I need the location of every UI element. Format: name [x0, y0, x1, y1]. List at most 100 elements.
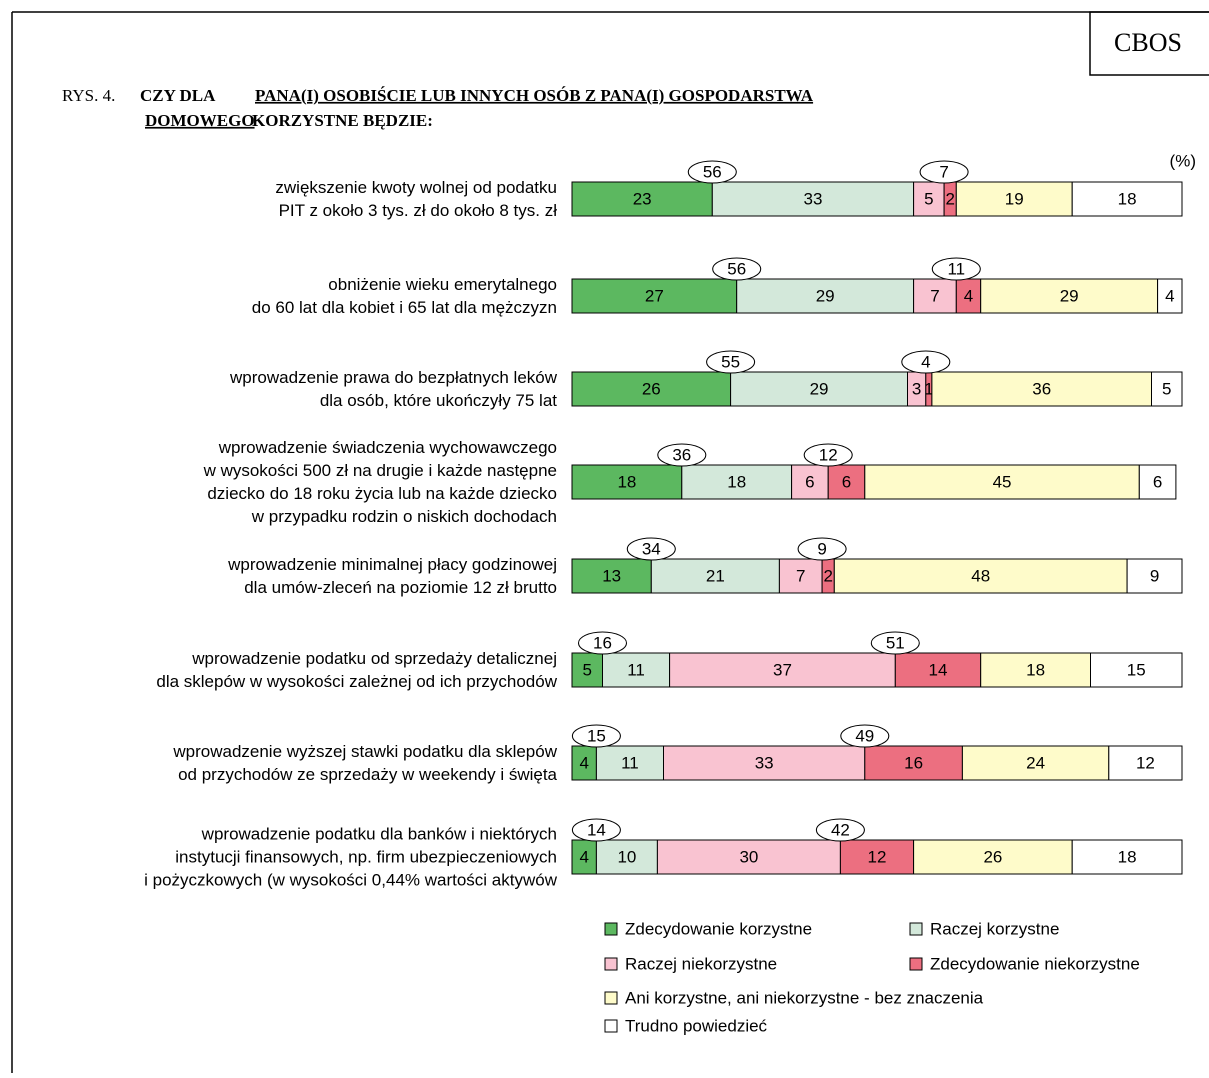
legend-swatch [604, 922, 618, 936]
legend-swatch [604, 957, 618, 971]
bar-segment [1071, 839, 1183, 875]
category-label: w przypadku rodzin o niskich dochodach [251, 507, 557, 526]
category-label: dla sklepów w wysokości zależnej od ich … [156, 672, 557, 691]
bar-segment [663, 745, 866, 781]
value-label: 18 [1026, 660, 1045, 679]
category-label: wprowadzenie podatku dla banków i niektó… [201, 824, 557, 843]
value-label: 23 [633, 189, 652, 208]
category-label: dla umów-zleceń na poziomie 12 zł brutto [244, 578, 557, 597]
category-label: wprowadzenie świadczenia wychowawczego [218, 438, 557, 457]
legend-label: Zdecydowanie niekorzystne [930, 954, 1140, 973]
bar-segment [571, 278, 738, 314]
total-label: 56 [703, 162, 722, 181]
total-label: 16 [593, 633, 612, 652]
total-oval [571, 724, 621, 748]
bar-segment [571, 181, 713, 217]
bar-segment [833, 558, 1128, 594]
value-label: 4 [579, 847, 588, 866]
bar-segment [571, 652, 603, 688]
value-label: 3 [912, 379, 921, 398]
legend-label: Raczej korzystne [930, 919, 1059, 938]
value-label: 5 [1162, 379, 1171, 398]
category-label: dziecko do 18 roku życia lub na każde dz… [207, 484, 557, 503]
total-label: 55 [721, 352, 740, 371]
category-label: od przychodów ze sprzedaży w weekendy i … [178, 765, 557, 784]
value-label: 2 [823, 566, 832, 585]
title-underlined: PANA(I) OSOBIŚCIE LUB INNYCH OSÓB Z PANA… [255, 86, 814, 105]
value-label: 10 [617, 847, 636, 866]
total-oval [797, 537, 847, 561]
total-label: 12 [819, 445, 838, 464]
bar-segment [571, 745, 597, 781]
category-label: wprowadzenie wyższej stawki podatku dla … [172, 742, 557, 761]
category-label: wprowadzenie minimalnej płacy godzinowej [227, 555, 557, 574]
total-label: 7 [939, 162, 948, 181]
value-label: 16 [904, 753, 923, 772]
total-label: 34 [642, 539, 661, 558]
bar-segment [681, 464, 793, 500]
total-oval [815, 818, 865, 842]
total-oval [706, 350, 756, 374]
total-oval [626, 537, 676, 561]
total-oval [840, 724, 890, 748]
value-label: 21 [706, 566, 725, 585]
value-label: 1 [924, 379, 933, 398]
value-label: 6 [805, 472, 814, 491]
bar-segment [711, 181, 915, 217]
value-label: 36 [1032, 379, 1051, 398]
total-oval [870, 631, 920, 655]
legend-swatch [909, 957, 923, 971]
total-oval [712, 257, 762, 281]
legend-swatch [604, 1019, 618, 1033]
category-label: do 60 lat dla kobiet i 65 lat dla mężczy… [252, 298, 557, 317]
legend-label: Trudno powiedzieć [625, 1016, 768, 1035]
category-label: i pożyczkowych (w wysokości 0,44% wartoś… [144, 870, 558, 889]
bar-segment [827, 464, 866, 500]
brand: CBOS [1114, 28, 1182, 57]
value-label: 13 [602, 566, 621, 585]
total-label: 9 [817, 539, 826, 558]
bar-segment [864, 464, 1140, 500]
category-label: PIT z około 3 tys. zł do około 8 tys. zł [279, 201, 558, 220]
bar-segment [955, 181, 1073, 217]
value-label: 6 [842, 472, 851, 491]
value-label: 14 [929, 660, 948, 679]
value-label: 37 [773, 660, 792, 679]
category-label: zwiększenie kwoty wolnej od podatku [275, 178, 557, 197]
total-label: 4 [921, 352, 930, 371]
bar-segment [913, 181, 945, 217]
total-oval [657, 443, 707, 467]
total-label: 49 [855, 726, 874, 745]
value-label: 5 [583, 660, 592, 679]
value-label: 12 [868, 847, 887, 866]
value-label: 6 [1153, 472, 1162, 491]
title-underlined: DOMOWEGO [145, 111, 255, 130]
legend-label: Ani korzystne, ani niekorzystne - bez zn… [625, 988, 984, 1007]
bar-segment [894, 652, 982, 688]
total-label: 11 [947, 259, 965, 278]
total-oval [687, 160, 737, 184]
bar-segment [571, 558, 652, 594]
bar-segment [913, 839, 1073, 875]
brand-box [1089, 11, 1209, 76]
total-oval [803, 443, 853, 467]
value-label: 30 [739, 847, 758, 866]
bar-segment [778, 558, 823, 594]
total-oval [919, 160, 969, 184]
value-label: 7 [796, 566, 805, 585]
total-label: 42 [831, 820, 850, 839]
total-label: 56 [727, 259, 746, 278]
total-oval [578, 631, 627, 655]
value-label: 7 [930, 286, 939, 305]
bar-segment [656, 839, 841, 875]
bar-segment [730, 371, 908, 407]
value-label: 29 [810, 379, 829, 398]
bar-segment [1138, 464, 1177, 500]
total-label: 15 [587, 726, 606, 745]
category-label: wprowadzenie podatku od sprzedaży detali… [191, 649, 557, 668]
value-label: 2 [945, 189, 954, 208]
title-suffix: KORZYSTNE BĘDZIE: [252, 111, 433, 130]
value-label: 48 [971, 566, 990, 585]
bar-segment [669, 652, 896, 688]
value-label: 33 [803, 189, 822, 208]
